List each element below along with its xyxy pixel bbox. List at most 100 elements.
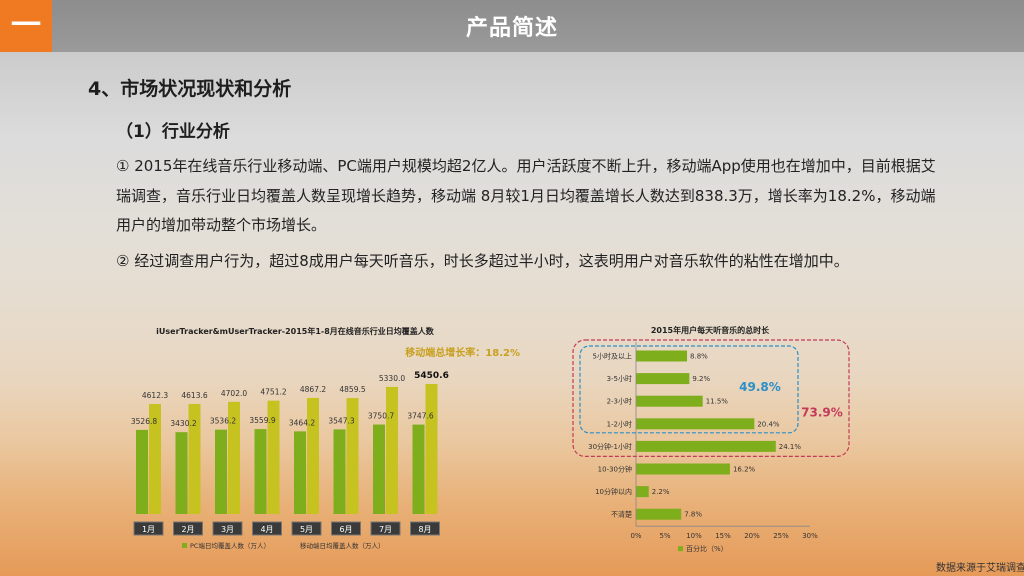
duration-bar (636, 508, 682, 520)
mobile-value-label: 4751.2 (260, 388, 286, 397)
group-73-box (572, 339, 850, 458)
chart1-title: iUserTracker&mUserTracker-2015年1-8月在线音乐行… (156, 326, 435, 336)
group-73-label: 73.9% (801, 406, 843, 420)
month-tab (291, 521, 322, 536)
pc-value-label: 3747.6 (407, 412, 433, 421)
pc-bar (294, 431, 306, 514)
legend-label-percent: 百分比（%） (686, 544, 728, 553)
duration-bar (636, 463, 730, 475)
duration-category-label: 10-30分钟 (598, 465, 632, 474)
month-label: 3月 (221, 525, 234, 534)
legend-label-pc: PC端日均覆盖人数（万人） (190, 541, 270, 550)
mobile-value-label: 4702.0 (221, 389, 247, 398)
mobile-bar (149, 403, 161, 514)
coverage-bar-chart: iUserTracker&mUserTracker-2015年1-8月在线音乐行… (131, 326, 520, 550)
pc-bar (215, 429, 227, 514)
duration-value-label: 9.2% (692, 375, 710, 383)
paragraph-1: ① 2015年在线音乐行业移动端、PC端用户规模均超2亿人。用户活跃度不断上升，… (116, 157, 936, 234)
mobile-bar (188, 403, 201, 514)
duration-bar (636, 418, 755, 430)
group-49-box (579, 345, 799, 434)
month-label: 2月 (181, 525, 194, 534)
pc-bar (333, 429, 346, 514)
month-tab (173, 521, 203, 536)
duration-category-label: 3-5小时 (607, 374, 632, 383)
mobile-bar (386, 386, 398, 514)
month-label: 4月 (260, 525, 273, 534)
duration-value-label: 2.2% (652, 488, 670, 496)
month-label: 8月 (418, 525, 431, 534)
duration-value-label: 7.8% (684, 511, 702, 519)
duration-bar (636, 373, 690, 385)
x-tick-label: 25% (773, 532, 789, 540)
month-label: 5月 (300, 525, 313, 534)
pc-bar (175, 432, 188, 514)
data-source-note: 数据来源于艾瑞调查 (936, 563, 1024, 574)
mobile-bar (346, 398, 359, 514)
duration-bar (636, 350, 688, 362)
duration-value-label: 8.8% (690, 353, 708, 361)
mobile-bar (425, 384, 438, 514)
legend-label-mobile: 移动端日均覆盖人数（万人） (300, 541, 385, 550)
listening-duration-chart: 2015年用户每天听音乐的总时长 5小时及以上 8.8% 3-5小时 9.2% 2-3小… (572, 325, 850, 553)
month-tab (410, 521, 440, 536)
month-tab (331, 521, 361, 536)
duration-bar (636, 486, 649, 498)
pc-value-label: 3559.9 (249, 416, 275, 425)
pc-bar (412, 424, 425, 514)
x-tick-label: 0% (630, 532, 641, 540)
x-tick-label: 15% (715, 532, 731, 540)
mobile-value-label: 4867.2 (300, 385, 326, 394)
legend-swatch-percent (678, 546, 683, 552)
duration-bar (636, 395, 703, 407)
duration-category-label: 1-2小时 (607, 419, 632, 428)
section-heading: 4、市场状况现状和分析 (88, 78, 292, 100)
mobile-bar (307, 397, 319, 514)
duration-value-label: 16.2% (733, 466, 756, 474)
pc-bar (254, 429, 267, 514)
duration-category-label: 10分钟以内 (595, 487, 632, 496)
month-tab (133, 521, 164, 536)
section-number-badge: 一 (0, 0, 52, 52)
duration-bar (636, 440, 776, 452)
duration-category-label: 2-3小时 (607, 397, 632, 406)
chart2-title: 2015年用户每天听音乐的总时长 (651, 325, 770, 335)
mobile-bar (228, 401, 240, 514)
pc-bar (136, 429, 148, 514)
pc-value-label: 3750.7 (368, 412, 394, 421)
month-tab (370, 521, 401, 536)
chart1-growth-annotation: 移动端总增长率：18.2% (405, 346, 520, 359)
month-label: 7月 (379, 525, 392, 534)
month-label: 6月 (339, 525, 352, 534)
pc-value-label: 3464.2 (289, 418, 315, 427)
x-tick-label: 20% (744, 532, 760, 540)
month-label: 1月 (142, 525, 155, 534)
x-tick-label: 10% (686, 532, 702, 540)
pc-bar (373, 424, 385, 514)
group-49-label: 49.8% (739, 380, 781, 394)
month-tab (252, 521, 282, 536)
duration-category-label: 5小时及以上 (593, 352, 632, 361)
sub-heading: （1）行业分析 (116, 122, 230, 142)
slide-title: 产品简述 (465, 16, 558, 41)
pc-value-label: 3526.8 (131, 417, 157, 426)
duration-category-label: 不清楚 (611, 510, 632, 519)
x-tick-label: 30% (802, 532, 818, 540)
mobile-bar (267, 400, 280, 514)
mobile-value-label: 5450.6 (414, 371, 449, 381)
legend-swatch-pc (182, 543, 187, 548)
mobile-value-label: 4859.5 (339, 385, 365, 394)
x-tick-label: 5% (659, 532, 670, 540)
pc-value-label: 3547.3 (328, 416, 354, 425)
duration-category-label: 30分钟-1小时 (588, 442, 632, 451)
month-tab (212, 521, 243, 536)
duration-value-label: 24.1% (779, 443, 802, 451)
pc-value-label: 3536.2 (210, 417, 236, 426)
duration-value-label: 20.4% (757, 420, 780, 428)
pc-value-label: 3430.2 (170, 419, 196, 428)
mobile-value-label: 5330.0 (379, 374, 405, 383)
duration-value-label: 11.5% (706, 398, 729, 406)
paragraph-2: ② 经过调查用户行为，超过8成用户每天听音乐，时长多超过半小时，这表明用户对音乐… (116, 252, 849, 270)
mobile-value-label: 4612.3 (142, 391, 168, 400)
mobile-value-label: 4613.6 (181, 391, 207, 400)
